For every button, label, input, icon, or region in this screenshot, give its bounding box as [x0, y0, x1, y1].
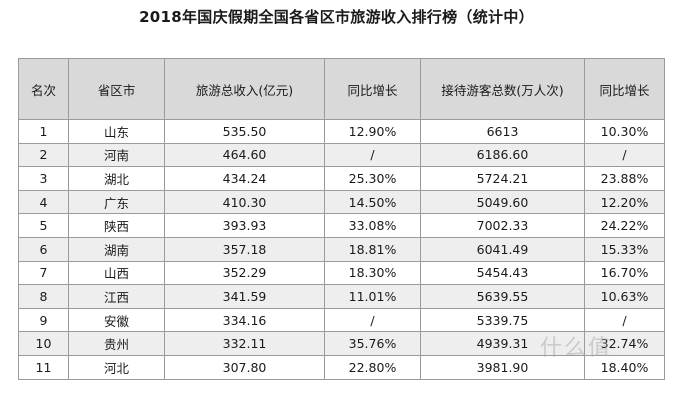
revenue-cell: 334.16: [164, 307, 325, 333]
table-row: 2 河南 464.60/6186.60/: [18, 142, 665, 168]
visitor-growth-cell: 15.33%: [584, 236, 665, 262]
visitor-growth-cell: 18.40%: [584, 354, 665, 380]
revenue-growth-cell: 22.80%: [324, 354, 421, 380]
revenue-cell: 434.24: [164, 166, 325, 191]
rank-cell: 5: [18, 213, 69, 238]
table-row: 10 贵州 332.11 35.76% 4939.31 32.74%: [18, 331, 665, 356]
province-cell: 山东: [68, 119, 165, 144]
table-row: 1 山东 535.50 12.90% 6613 10.30%: [18, 119, 665, 144]
province-cell: 山西: [68, 260, 165, 286]
table-row: 4 广东 410.30 14.50% 5049.60 12.20%: [18, 189, 665, 215]
rank-cell: 7: [18, 260, 69, 286]
visitor-growth-cell: 24.22%: [584, 213, 665, 238]
revenue-cell: 393.93: [164, 213, 325, 238]
revenue-growth-cell: 12.90%: [324, 119, 421, 144]
rank-cell: 6: [18, 236, 69, 262]
revenue-cell: 410.30: [164, 189, 325, 215]
revenue-growth-cell: 18.30%: [324, 260, 421, 286]
province-cell: 河南: [68, 142, 165, 168]
header-total-revenue: 旅游总收入(亿元): [164, 58, 325, 120]
province-cell: 贵州: [68, 331, 165, 356]
revenue-growth-cell: 33.08%: [324, 213, 421, 238]
table-row: 5 陕西 393.93 33.08% 7002.33 24.22%: [18, 213, 665, 238]
visitors-cell: 5049.60: [420, 189, 585, 215]
revenue-cell: 464.60: [164, 142, 325, 168]
rank-cell: 10: [18, 331, 69, 356]
table-row: 6 湖南 357.18 18.81% 6041.49 15.33%: [18, 236, 665, 262]
table-row: 9 安徽 334.16/5339.75/: [18, 307, 665, 333]
table-row: 8 江西 341.59 11.01% 5639.55 10.63%: [18, 284, 665, 309]
rank-cell: 4: [18, 189, 69, 215]
revenue-growth-cell: 14.50%: [324, 189, 421, 215]
province-cell: 河北: [68, 354, 165, 380]
revenue-cell: 357.18: [164, 236, 325, 262]
revenue-cell: 341.59: [164, 284, 325, 309]
visitor-growth-cell: 23.88%: [584, 166, 665, 191]
province-cell: 陕西: [68, 213, 165, 238]
rank-cell: 3: [18, 166, 69, 191]
ranking-table-container: 名次 省区市 旅游总收入(亿元) 同比增长 接待游客总数(万人次) 同比增长 1…: [18, 58, 665, 380]
rank-cell: 2: [18, 142, 69, 168]
rank-cell: 8: [18, 284, 69, 309]
revenue-growth-cell: /: [324, 307, 421, 333]
header-province: 省区市: [68, 58, 165, 120]
rank-cell: 9: [18, 307, 69, 333]
header-visitor-growth: 同比增长: [584, 58, 665, 120]
visitors-cell: 3981.90: [420, 354, 585, 380]
province-cell: 湖北: [68, 166, 165, 191]
revenue-cell: 307.80: [164, 354, 325, 380]
ranking-table: 名次 省区市 旅游总收入(亿元) 同比增长 接待游客总数(万人次) 同比增长 1…: [18, 58, 665, 380]
visitors-cell: 5724.21: [420, 166, 585, 191]
header-revenue-growth: 同比增长: [324, 58, 421, 120]
visitor-growth-cell: 10.63%: [584, 284, 665, 309]
visitors-cell: 6186.60: [420, 142, 585, 168]
visitor-growth-cell: /: [584, 142, 665, 168]
revenue-cell: 332.11: [164, 331, 325, 356]
page-title: 2018年国庆假期全国各省区市旅游收入排行榜（统计中）: [139, 8, 534, 26]
table-body: 1 山东 535.50 12.90% 6613 10.30% 2 河南 464.60/6186.…: [18, 119, 665, 380]
visitor-growth-cell: /: [584, 307, 665, 333]
province-cell: 湖南: [68, 236, 165, 262]
revenue-growth-cell: 18.81%: [324, 236, 421, 262]
revenue-growth-cell: 25.30%: [324, 166, 421, 191]
header-rank: 名次: [18, 58, 69, 120]
visitor-growth-cell: 12.20%: [584, 189, 665, 215]
table-row: 7 山西 352.29 18.30% 5454.43 16.70%: [18, 260, 665, 286]
rank-cell: 1: [18, 119, 69, 144]
visitors-cell: 6041.49: [420, 236, 585, 262]
revenue-growth-cell: /: [324, 142, 421, 168]
rank-cell: 11: [18, 354, 69, 380]
visitor-growth-cell: 16.70%: [584, 260, 665, 286]
revenue-cell: 535.50: [164, 119, 325, 144]
table-row: 3 湖北 434.24 25.30% 5724.21 23.88%: [18, 166, 665, 191]
revenue-growth-cell: 35.76%: [324, 331, 421, 356]
province-cell: 江西: [68, 284, 165, 309]
header-total-visitors: 接待游客总数(万人次): [420, 58, 585, 120]
visitors-cell: 7002.33: [420, 213, 585, 238]
visitors-cell: 5339.75: [420, 307, 585, 333]
table-row: 11 河北 307.80 22.80% 3981.90 18.40%: [18, 354, 665, 380]
visitors-cell: 6613: [420, 119, 585, 144]
province-cell: 安徽: [68, 307, 165, 333]
revenue-growth-cell: 11.01%: [324, 284, 421, 309]
visitors-cell: 5639.55: [420, 284, 585, 309]
visitor-growth-cell: 32.74%: [584, 331, 665, 356]
table-header-row: 名次 省区市 旅游总收入(亿元) 同比增长 接待游客总数(万人次) 同比增长: [18, 58, 665, 120]
visitors-cell: 4939.31: [420, 331, 585, 356]
province-cell: 广东: [68, 189, 165, 215]
revenue-cell: 352.29: [164, 260, 325, 286]
visitor-growth-cell: 10.30%: [584, 119, 665, 144]
visitors-cell: 5454.43: [420, 260, 585, 286]
